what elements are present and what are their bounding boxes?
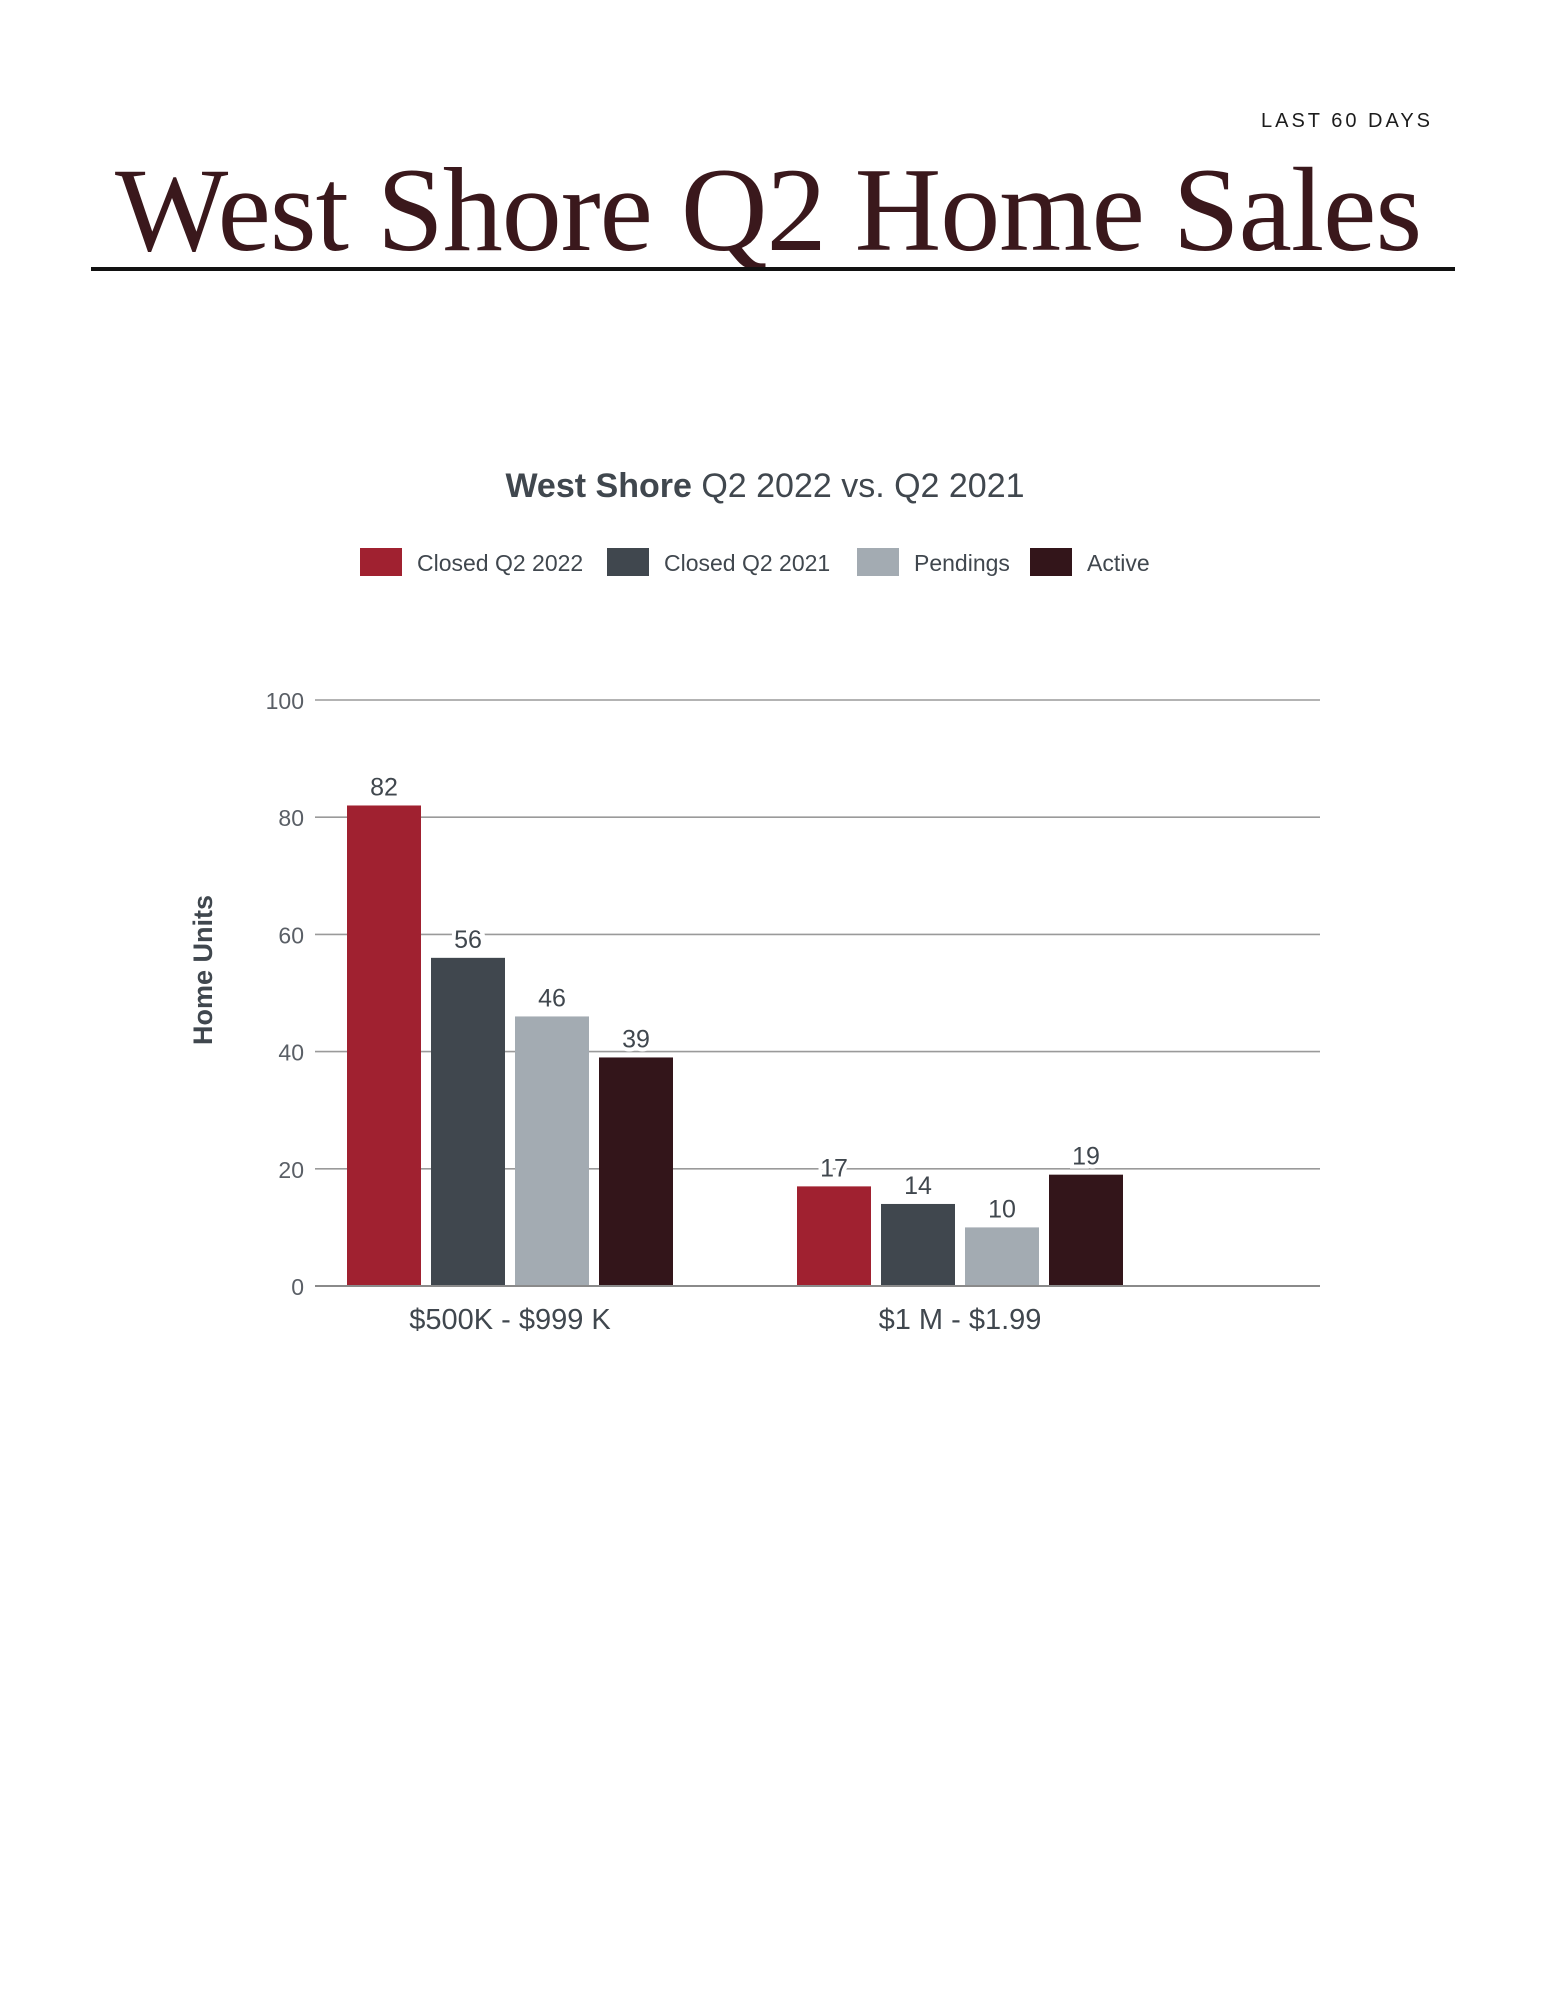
chart-legend: Closed Q2 2022 Closed Q2 2021 Pendings Acti… <box>360 548 1150 576</box>
data-label-500k-999-k-closed-q2-2022: 82 <box>370 773 398 801</box>
chart-title-rest: Q2 2022 vs. Q2 2021 <box>692 467 1025 505</box>
y-tick-label-0: 0 <box>291 1274 304 1300</box>
bar-1-m-1-99-closed-q2-2022 <box>797 1186 871 1286</box>
legend-swatch-closed-q2-2022 <box>360 548 402 576</box>
page-title: West Shore Q2 Home Sales <box>115 143 1422 276</box>
bar-1-m-1-99-closed-q2-2021 <box>881 1203 955 1286</box>
bar-500k-999-k-closed-q2-2021 <box>431 957 505 1286</box>
x-category-label-1-m-1-99: $1 M - $1.99 <box>879 1304 1042 1336</box>
y-tick-label-100: 100 <box>266 688 304 714</box>
bar-500k-999-k-pendings <box>515 1016 589 1286</box>
chart-bars <box>347 805 1123 1286</box>
chart-data-labels: 82 56 46 39 17 14 10 19 <box>366 769 1104 1227</box>
y-tick-label-40: 40 <box>278 1040 304 1066</box>
legend-swatch-active <box>1030 548 1072 576</box>
chart-grid: 0 20 40 60 80 100 <box>266 688 1320 1300</box>
y-tick-label-60: 60 <box>278 922 304 948</box>
y-tick-label-80: 80 <box>278 805 304 831</box>
legend-label-closed-q2-2021: Closed Q2 2021 <box>664 550 830 576</box>
title-underline <box>91 267 1455 271</box>
bar-1-m-1-99-pendings <box>965 1227 1039 1286</box>
period-label: LAST 60 DAYS <box>1261 110 1433 132</box>
data-label-1-m-1-99-pendings: 10 <box>988 1195 1016 1223</box>
legend-label-pendings: Pendings <box>914 550 1010 576</box>
bar-500k-999-k-active <box>599 1057 673 1286</box>
y-axis-label: Home Units <box>188 895 218 1045</box>
y-tick-label-20: 20 <box>278 1157 304 1183</box>
bar-500k-999-k-closed-q2-2022 <box>347 805 421 1286</box>
data-label-1-m-1-99-closed-q2-2021: 14 <box>904 1172 932 1200</box>
data-label-1-m-1-99-closed-q2-2022: 17 <box>820 1154 848 1182</box>
data-label-1-m-1-99-active: 19 <box>1072 1143 1100 1171</box>
legend-label-closed-q2-2022: Closed Q2 2022 <box>417 550 583 576</box>
chart-title: West Shore Q2 2022 vs. Q2 2021 <box>505 467 1024 505</box>
chart-title-bold: West Shore <box>505 467 691 505</box>
data-label-500k-999-k-pendings: 46 <box>538 984 566 1012</box>
legend-label-active: Active <box>1087 550 1150 576</box>
bar-1-m-1-99-active <box>1049 1174 1123 1286</box>
legend-swatch-closed-q2-2021 <box>607 548 649 576</box>
bar-chart: West Shore Q2 2022 vs. Q2 2021 Closed Q2… <box>188 467 1320 1336</box>
chart-x-axis: $500K - $999 K $1 M - $1.99 <box>315 1285 1320 1336</box>
data-label-500k-999-k-active: 39 <box>622 1025 650 1053</box>
legend-swatch-pendings <box>857 548 899 576</box>
data-label-500k-999-k-closed-q2-2021: 56 <box>454 926 482 954</box>
x-category-label-500k-999-k: $500K - $999 K <box>409 1304 611 1336</box>
